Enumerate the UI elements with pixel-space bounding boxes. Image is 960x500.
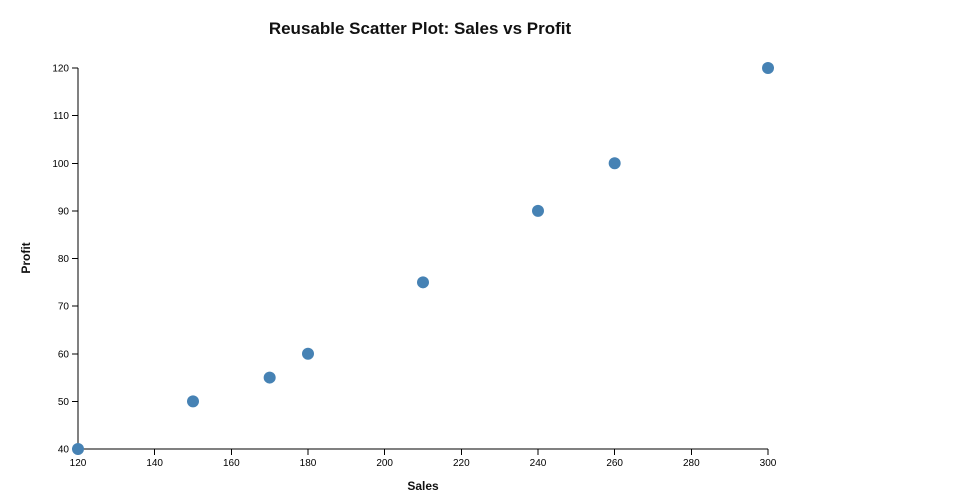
x-tick-label: 280: [683, 458, 700, 469]
data-point: [302, 347, 314, 360]
x-tick-label: 160: [223, 458, 240, 469]
y-tick-label: 80: [58, 254, 70, 265]
y-tick-label: 70: [58, 302, 70, 313]
points-layer: [72, 62, 774, 455]
data-point: [608, 157, 621, 170]
y-tick-label: 110: [53, 111, 69, 122]
x-tick-label: 120: [70, 458, 87, 469]
data-point: [263, 371, 276, 384]
data-point: [532, 204, 544, 217]
data-point: [762, 62, 774, 74]
data-point: [417, 276, 429, 289]
x-tick-label: 300: [760, 458, 777, 469]
x-axis-label: Sales: [407, 479, 439, 493]
x-tick-label: 180: [300, 458, 317, 469]
y-tick-label: 40: [58, 445, 70, 456]
y-axis: 40 50 60 70 80 90 100 110 120: [52, 64, 79, 456]
x-axis: 120 140 160 180 200 220 240 260 280 300: [70, 448, 777, 469]
y-tick-label: 90: [58, 206, 70, 217]
y-tick-label: 50: [58, 397, 70, 408]
x-tick-label: 240: [530, 458, 547, 469]
data-point: [72, 443, 84, 455]
x-tick-label: 220: [453, 458, 470, 469]
chart-title: Reusable Scatter Plot: Sales vs Profit: [269, 19, 572, 38]
y-tick-label: 120: [52, 64, 69, 75]
x-tick-label: 200: [376, 458, 393, 469]
y-tick-label: 100: [52, 159, 69, 170]
y-axis-label: Profit: [19, 242, 33, 273]
x-tick-label: 260: [606, 458, 623, 469]
x-tick-label: 140: [146, 458, 163, 469]
data-point: [187, 395, 199, 408]
y-tick-label: 60: [58, 349, 70, 360]
